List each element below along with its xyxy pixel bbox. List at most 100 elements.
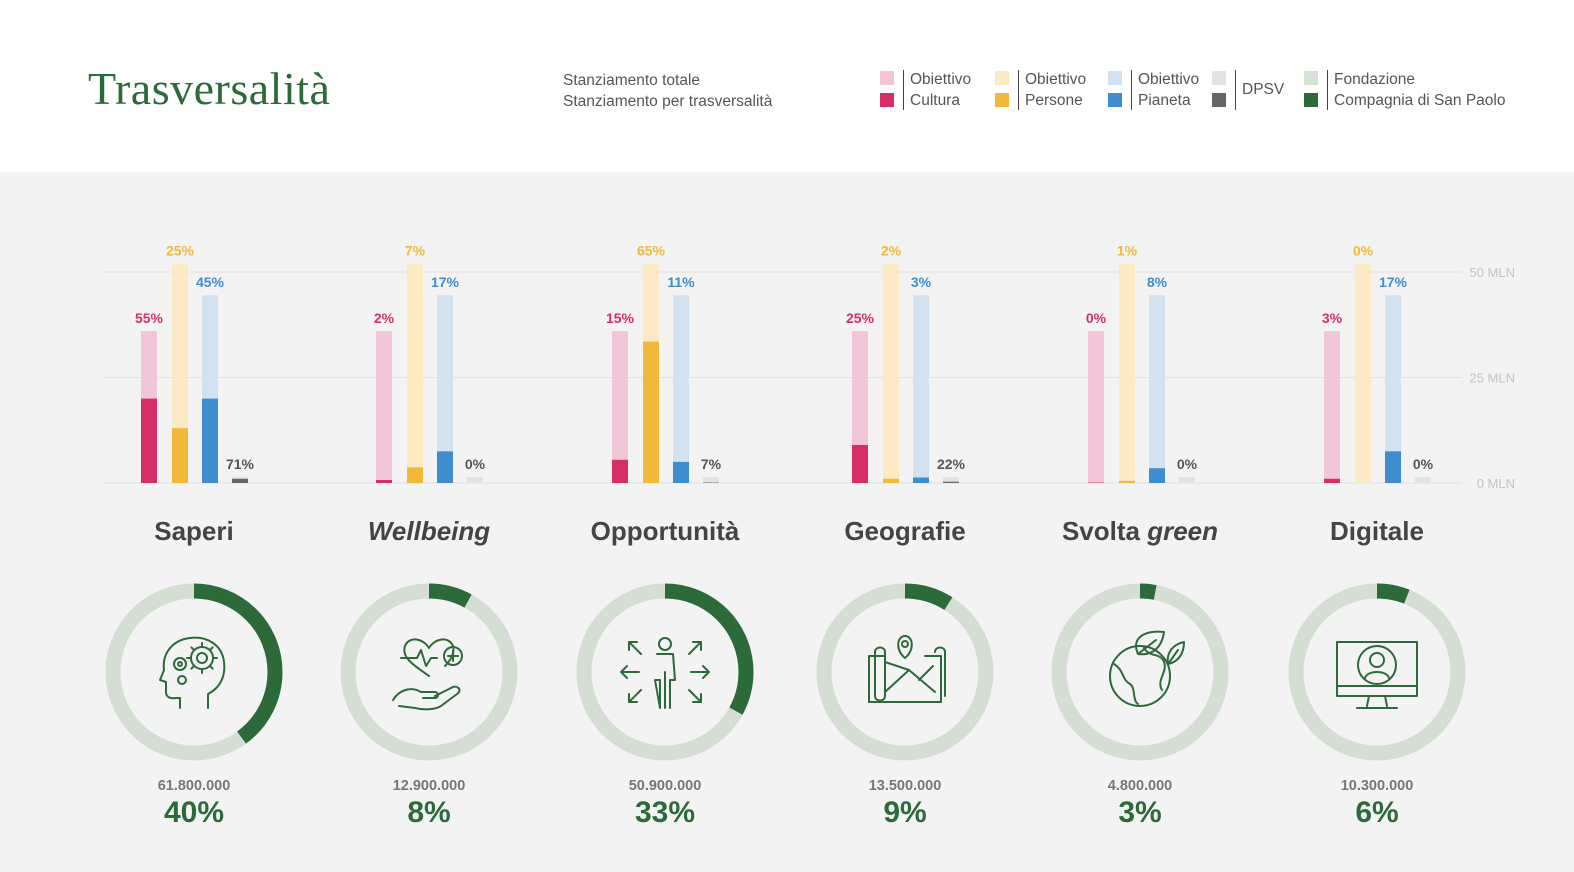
- legend-swatch-light: [1304, 71, 1318, 85]
- bar-total-dpsv: [703, 477, 719, 483]
- bar-total-persone: [1355, 263, 1371, 483]
- bar-value-cultura: [376, 480, 392, 483]
- bar-total-dpsv: [1415, 477, 1431, 483]
- share-ring-track: [340, 583, 518, 761]
- icon-stroke: [1166, 641, 1185, 665]
- category-title: Geografie: [785, 516, 1025, 547]
- icon-stroke: [688, 641, 702, 655]
- bar-pct-label: 71%: [226, 456, 255, 472]
- legend-swatch-light: [880, 71, 894, 85]
- bar-pct-label: 3%: [1322, 310, 1343, 326]
- category-title: Digitale: [1257, 516, 1497, 547]
- bar-total-cultura: [1324, 331, 1340, 483]
- legend-label-line1: Fondazione: [1334, 71, 1416, 88]
- icon-stroke: [177, 661, 183, 667]
- share-ring-arc: [340, 583, 518, 761]
- y-tick-label: 0 MLN: [1477, 476, 1515, 491]
- icon-stroke: [177, 675, 187, 685]
- bar-total-cultura: [612, 331, 628, 483]
- category-share: 3%: [1118, 796, 1162, 829]
- bar-total-cultura: [376, 331, 392, 483]
- bar-pct-label: 3%: [911, 274, 932, 290]
- category-share: 6%: [1355, 796, 1399, 829]
- category-amount: 50.900.000: [628, 778, 702, 794]
- bar-total-dpsv: [943, 477, 959, 483]
- icon-stroke: [1364, 671, 1390, 679]
- bar-total-pianeta: [673, 295, 689, 483]
- bar-pct-label: 25%: [166, 243, 195, 259]
- bar-total-pianeta: [437, 295, 453, 483]
- y-tick-label: 25 MLN: [1469, 371, 1515, 386]
- bar-value-persone: [1119, 480, 1135, 483]
- subnote-total: Stanziamento totale: [563, 72, 701, 89]
- legend-label: Obiettivo Pianeta: [1138, 69, 1199, 111]
- legend-swatch-light: [995, 71, 1009, 85]
- bar-pct-label: 45%: [196, 274, 225, 290]
- bar-pct-label: 0%: [465, 456, 486, 472]
- legend-swatch-dark: [1304, 93, 1318, 107]
- legend-label-line2: Compagnia di San Paolo: [1334, 92, 1506, 109]
- bar-total-dpsv: [467, 477, 483, 483]
- icon-stroke: [884, 661, 936, 693]
- legend-label: Fondazione Compagnia di San Paolo: [1334, 69, 1505, 111]
- share-ring-arc: [1051, 583, 1229, 761]
- category-title: Saperi: [74, 516, 314, 547]
- icon-stroke: [1369, 652, 1385, 668]
- legend-swatch-dark: [880, 93, 894, 107]
- bar-pct-label: 25%: [846, 310, 875, 326]
- icon-stroke: [173, 657, 187, 671]
- category-title-text: Opportunità: [590, 516, 740, 546]
- category-group-digitale: 3% 0% 17% 0%: [1322, 243, 1434, 483]
- bar-value-pianeta: [1385, 451, 1401, 483]
- category-title-text: Saperi: [154, 516, 234, 546]
- icon-stroke: [1336, 641, 1418, 709]
- legend-swatch-dark: [995, 93, 1009, 107]
- map-pin-icon: [868, 635, 946, 703]
- category-amount: 13.500.000: [868, 778, 942, 794]
- icon-stroke: [447, 650, 459, 662]
- bar-value-persone: [883, 478, 899, 483]
- bar-pct-label: 17%: [1379, 274, 1408, 290]
- bar-pct-label: 55%: [135, 310, 164, 326]
- bar-pct-label: 17%: [431, 274, 460, 290]
- legend-label-line1: Obiettivo: [910, 71, 972, 88]
- category-title-part: Svolta: [1061, 516, 1148, 546]
- earth-leaves-icon: [1109, 630, 1185, 707]
- category-group-wellbeing: 2% 7% 17% 0%: [374, 243, 486, 483]
- y-tick-label: 50 MLN: [1469, 265, 1515, 280]
- legend-swatch-dark: [1108, 93, 1122, 107]
- bar-pct-label: 1%: [1117, 243, 1138, 259]
- category-group-geografie: 25% 2% 3% 22%: [846, 243, 966, 483]
- bar-value-dpsv: [943, 481, 959, 483]
- bar-pct-label: 8%: [1147, 274, 1168, 290]
- icon-stroke: [868, 655, 942, 703]
- icon-stroke: [1109, 645, 1171, 707]
- legend-label-line2: Persone: [1025, 92, 1083, 109]
- category-share: 33%: [634, 796, 696, 829]
- header: Trasversalità Stanziamento totale Stanzi…: [0, 0, 1574, 172]
- category-amount: 10.300.000: [1340, 778, 1414, 794]
- legend-label-line1: DPSV: [1242, 81, 1285, 98]
- icon-stroke: [392, 685, 461, 711]
- share-ring-arc: [105, 583, 283, 761]
- category-title-text: Wellbeing: [367, 516, 491, 546]
- bar-pct-label: 0%: [1413, 456, 1434, 472]
- bar-pct-label: 2%: [374, 310, 395, 326]
- bar-pct-label: 11%: [667, 274, 695, 290]
- person-arrows-icon: [620, 637, 710, 709]
- bar-value-cultura: [1324, 478, 1340, 483]
- legend-label-line1: Obiettivo: [1025, 71, 1087, 88]
- icon-stroke: [934, 646, 946, 697]
- bar-value-pianeta: [1149, 468, 1165, 483]
- category-amount: 4.800.000: [1107, 778, 1173, 794]
- icon-stroke: [196, 652, 208, 664]
- bar-value-pianeta: [913, 477, 929, 483]
- share-ring-track: [1051, 583, 1229, 761]
- bar-total-dpsv: [1179, 477, 1195, 483]
- category-group-opportunità: 15% 65%11% 7%: [606, 243, 722, 483]
- legend-divider: [1018, 70, 1019, 110]
- bar-total-pianeta: [913, 295, 929, 483]
- legend-label-line2: Cultura: [910, 92, 960, 109]
- bar-pct-label: 0%: [1086, 310, 1107, 326]
